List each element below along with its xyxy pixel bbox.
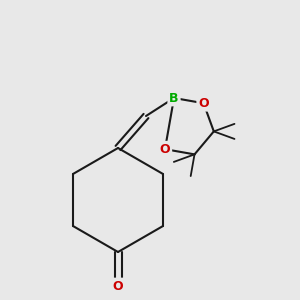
- Text: O: O: [198, 97, 209, 110]
- Text: O: O: [113, 280, 123, 292]
- Text: B: B: [169, 92, 179, 104]
- Text: O: O: [160, 143, 170, 156]
